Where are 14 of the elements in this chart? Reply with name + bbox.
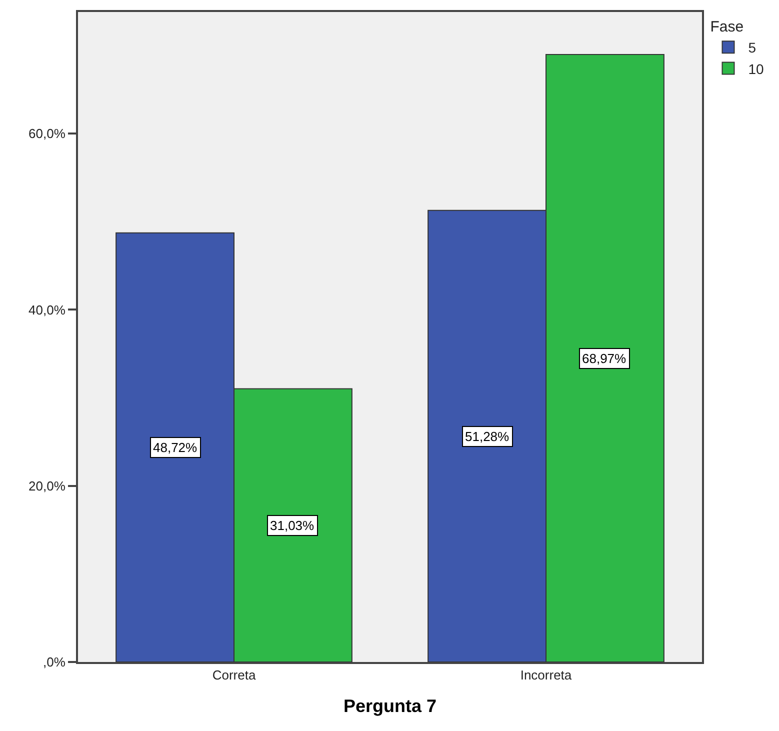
data-label: 51,28% xyxy=(465,429,510,444)
data-label: 68,97% xyxy=(582,351,627,366)
x-axis-title: Pergunta 7 xyxy=(343,696,437,716)
y-tick-label: ,0% xyxy=(42,654,66,670)
data-label: 48,72% xyxy=(153,440,198,455)
legend-label: 5 xyxy=(748,40,756,56)
y-tick-label: 40,0% xyxy=(28,302,66,318)
x-tick-label: Incorreta xyxy=(520,668,572,683)
x-tick-label: Correta xyxy=(212,668,256,683)
legend-label: 10 xyxy=(748,60,764,77)
legend-title: Fase xyxy=(710,18,744,36)
y-tick-label: 20,0% xyxy=(28,478,66,494)
y-tick-label: 60,0% xyxy=(28,126,66,142)
data-label: 31,03% xyxy=(270,518,315,533)
